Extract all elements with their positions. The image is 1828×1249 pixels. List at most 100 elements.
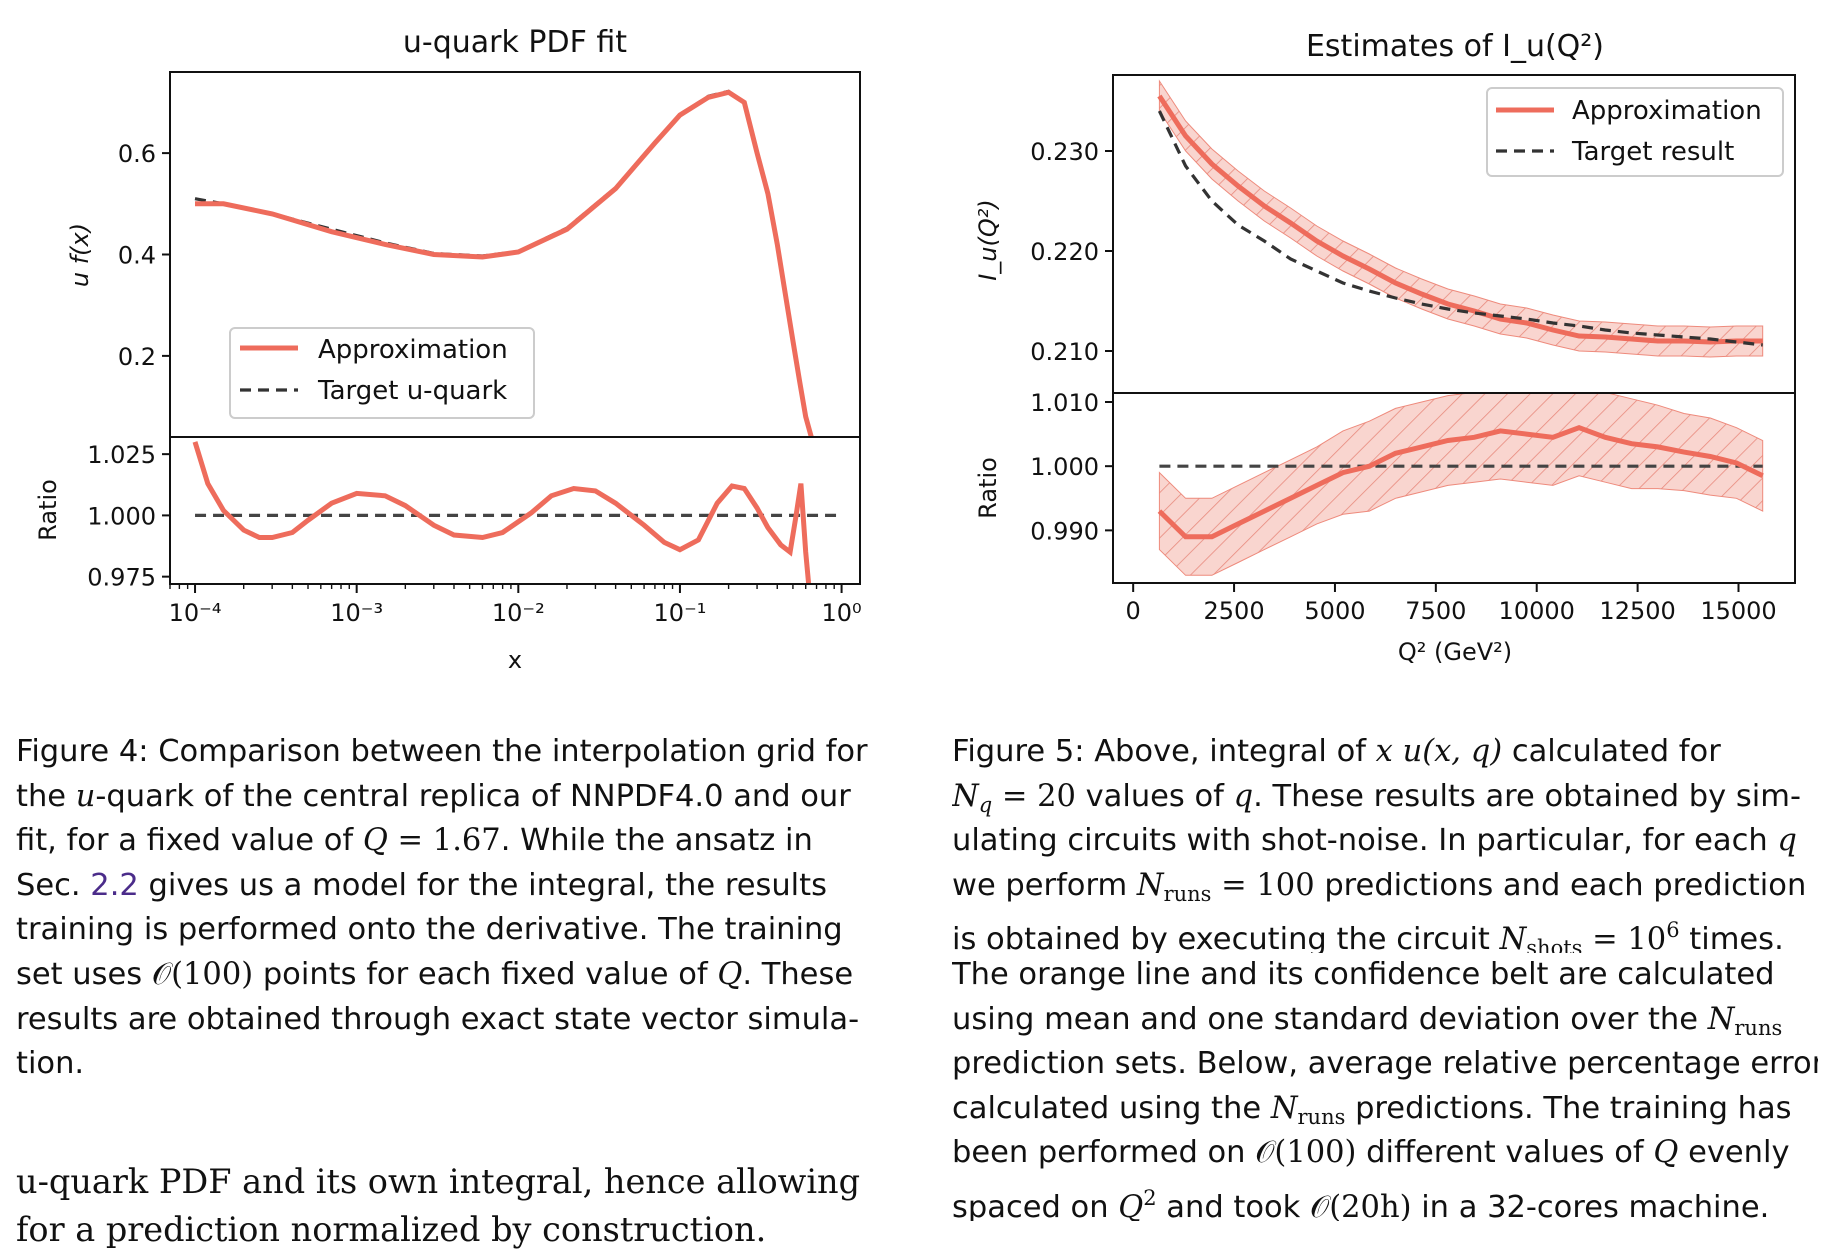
math: Q	[717, 956, 743, 992]
ratio-tick-label: 1.000	[87, 502, 156, 530]
text: in a 32-cores machine.	[1411, 1189, 1770, 1221]
ratio-panel-frame	[169, 436, 861, 585]
text: ulating circuits with shot-noise. In par…	[952, 823, 1778, 859]
math: 𝒪(20h)	[1310, 1189, 1412, 1221]
target-line	[1157, 110, 1763, 347]
text: prediction sets. Below, average relative…	[952, 1046, 1818, 1082]
y-tick-label: 0.2	[118, 343, 156, 371]
math: Q	[362, 823, 388, 859]
x-ticks: 10⁻⁴ 10⁻³ 10⁻² 10⁻¹ 10⁰	[169, 584, 862, 627]
math: runs	[1163, 881, 1212, 906]
ratio-line	[1157, 425, 1764, 540]
x-axis-label: Q² (GeV²)	[1398, 638, 1512, 666]
legend: Approximation Target u-quark	[229, 327, 535, 419]
math: x u(x, q)	[1375, 734, 1503, 769]
y-tick-label: 0.220	[1030, 238, 1099, 266]
x-tick-label: 10⁰	[821, 599, 861, 627]
math: u	[75, 778, 96, 814]
text: using mean and one standard deviation ov…	[952, 1001, 1708, 1037]
figure-canvas: u-quark PDF fit u f(x) Ratio x 0.2 0.4 0.6…	[34, 25, 1796, 674]
caption-line: tion.	[16, 1042, 878, 1087]
figure-5-caption: Figure 5: Above, integral of x u(x, q) c…	[952, 730, 1818, 1221]
y-tick-label: 0.210	[1030, 338, 1099, 366]
legend-label-target: Target u-quark	[317, 376, 507, 406]
text: fit, for a fixed value of	[16, 823, 363, 859]
y-tick-label: 0.4	[118, 242, 156, 270]
text: calculated for	[1502, 734, 1721, 769]
x-tick-label: 2500	[1204, 597, 1265, 625]
section-link[interactable]: 2.2	[90, 867, 139, 903]
text: different values of	[1356, 1135, 1654, 1171]
caption-line: spaced on Q2 and took 𝒪(20h) in a 32-cor…	[952, 1176, 1818, 1221]
caption-line: the u-quark of the central replica of NN…	[16, 775, 878, 820]
caption-line: ulating circuits with shot-noise. In par…	[952, 819, 1818, 864]
caption-line: training is performed onto the derivativ…	[16, 908, 878, 953]
math: 6	[1666, 918, 1680, 943]
text: been performed on	[952, 1135, 1256, 1171]
y-tick-label: 0.230	[1030, 138, 1099, 166]
text: predictions and each prediction	[1314, 867, 1807, 903]
x-tick-label: 7500	[1405, 597, 1466, 625]
caption-line: using mean and one standard deviation ov…	[952, 998, 1818, 1043]
x-tick-label: 5000	[1304, 597, 1365, 625]
caption-line: Figure 5: Above, integral of x u(x, q) c…	[952, 730, 1818, 775]
text: calculated using the	[952, 1090, 1271, 1126]
ratio-confidence-band-hatch	[1159, 393, 1763, 576]
math: q	[1233, 778, 1254, 814]
math: 2	[1143, 1185, 1157, 1210]
ratio-y-ticks: 0.990 1.000 1.010	[1030, 389, 1113, 545]
x-tick-label: 10⁻⁴	[169, 599, 222, 627]
x-tick-label: 10⁻³	[330, 599, 383, 627]
approximation-line	[1157, 94, 1763, 345]
legend-label-approximation: Approximation	[1572, 96, 1762, 126]
approximation-line	[195, 89, 814, 437]
ratio-tick-label: 0.990	[1030, 517, 1099, 545]
caption-line: prediction sets. Below, average relative…	[952, 1042, 1818, 1087]
legend: Approximation Target result	[1486, 87, 1784, 177]
caption-line: Sec. 2.2 gives us a model for the integr…	[16, 864, 878, 909]
legend-label-approximation: Approximation	[318, 335, 508, 365]
caption-line: we perform Nruns = 100 predictions and e…	[952, 864, 1818, 909]
math: shots	[1526, 936, 1583, 953]
text: is obtained by executing the circuit	[952, 922, 1500, 953]
caption-line: results are obtained through exact state…	[16, 998, 878, 1043]
math: N	[1707, 1001, 1735, 1037]
text: we perform	[952, 867, 1137, 903]
math: 𝒪(100)	[1255, 1135, 1357, 1171]
text: and took	[1156, 1189, 1311, 1221]
math: = 100	[1211, 867, 1315, 903]
math: q	[1777, 823, 1797, 859]
x-ticks: 0 2500 5000 7500 10000 12500 15000	[1126, 583, 1777, 625]
chart-title: u-quark PDF fit	[403, 25, 627, 60]
math: runs	[1734, 1015, 1783, 1040]
math: = 10	[1582, 922, 1667, 953]
text: training is performed onto the derivativ…	[16, 912, 843, 948]
caption-line: Figure 4: Comparison between the interpo…	[16, 730, 878, 775]
caption-line: is obtained by executing the circuit Nsh…	[952, 908, 1818, 953]
text: Figure 5: Above, integral of	[952, 734, 1376, 769]
y-tick-label: 0.6	[118, 140, 156, 168]
text: . These results are obtained by sim-	[1253, 778, 1801, 814]
x-tick-label: 10000	[1499, 597, 1575, 625]
caption-line: been performed on 𝒪(100) different value…	[952, 1131, 1818, 1176]
caption-line: set uses 𝒪(100) points for each fixed va…	[16, 953, 878, 998]
chart-title: Estimates of I_u(Q²)	[1306, 29, 1604, 64]
math: Q	[1653, 1135, 1679, 1171]
ratio-tick-label: 1.025	[87, 441, 156, 469]
caption-line: The orange line and its confidence belt …	[952, 953, 1818, 998]
text: spaced on	[952, 1189, 1119, 1221]
math: Q	[1118, 1189, 1144, 1221]
math: N	[1136, 867, 1164, 903]
body-text-line: u-quark PDF and its own integral, hence …	[16, 1162, 861, 1201]
y-axis-label: I_u(Q²)	[974, 199, 1002, 281]
integral-estimates-chart: Estimates of I_u(Q²) I_u(Q²) Ratio Q² (G…	[974, 29, 1796, 666]
ratio-axis-label: Ratio	[974, 457, 1002, 519]
ratio-tick-label: 1.010	[1030, 389, 1099, 417]
text: set uses	[16, 956, 152, 992]
y-ticks: 0.2 0.4 0.6	[118, 140, 170, 371]
text: tion.	[16, 1046, 85, 1082]
text: Sec.	[16, 867, 91, 903]
x-axis-label: x	[508, 646, 522, 674]
text: evenly	[1678, 1135, 1790, 1171]
x-tick-label: 10⁻²	[492, 599, 545, 627]
